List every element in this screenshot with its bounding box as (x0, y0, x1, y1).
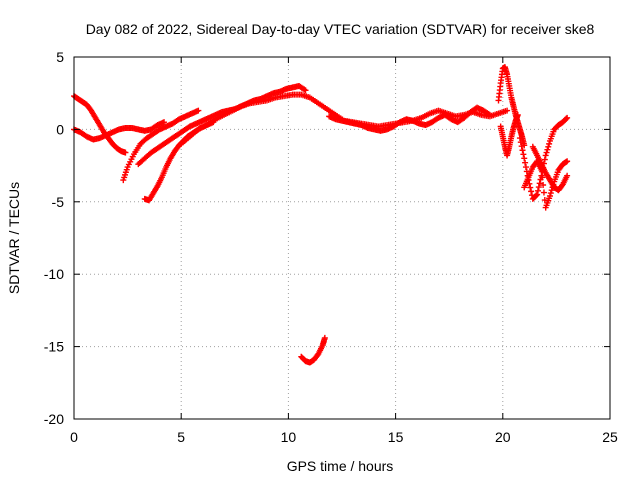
x-tick-label: 15 (388, 429, 404, 445)
data-point (563, 115, 570, 122)
data-point (301, 86, 308, 93)
data-point (504, 107, 511, 114)
data-point (539, 174, 546, 181)
data-point (542, 152, 549, 159)
x-tick-label: 10 (281, 429, 297, 445)
data-point (302, 87, 309, 94)
y-tick-label: 0 (56, 121, 64, 137)
series-track-3 (120, 107, 202, 184)
x-tick-label: 25 (602, 429, 618, 445)
data-point (195, 107, 202, 114)
data-point (534, 191, 541, 198)
data-point (544, 146, 551, 153)
data-point (514, 111, 521, 118)
y-axis-label: SDTVAR / TECUs (6, 182, 22, 294)
data-point (536, 180, 543, 187)
series-track-7 (326, 104, 493, 134)
data-point (564, 158, 571, 165)
data-point (122, 149, 129, 156)
data-point (564, 114, 571, 121)
data-point (521, 155, 528, 162)
data-point (543, 149, 550, 156)
data-point (520, 151, 527, 158)
x-tick-label: 5 (177, 429, 185, 445)
data-point (546, 140, 553, 147)
y-tick-label: 5 (56, 49, 64, 65)
y-tick-label: -20 (44, 411, 64, 427)
data-point (540, 189, 547, 196)
data-point (486, 111, 493, 118)
x-axis-label: GPS time / hours (287, 458, 394, 474)
data-point (321, 334, 328, 341)
series-track-12 (521, 158, 571, 211)
y-tick-label: -5 (52, 194, 65, 210)
series-track-8 (298, 334, 328, 366)
data-point (547, 190, 554, 197)
data-point (485, 111, 492, 118)
data-point (161, 119, 168, 126)
data-point (546, 193, 553, 200)
data-point (516, 135, 523, 142)
series-track-11 (516, 114, 571, 202)
data-point (517, 139, 524, 146)
data-point (533, 192, 540, 199)
y-tick-label: -15 (44, 339, 64, 355)
data-point (564, 172, 571, 179)
data-point (518, 143, 525, 150)
plot-frame (73, 56, 611, 420)
data-point (519, 147, 526, 154)
axis-ticks: 0 5 10 15 20 25 -20 -15 -10 -5 0 5 (44, 49, 618, 445)
data-point (527, 184, 534, 191)
series-track-1 (71, 93, 129, 156)
series-track-2 (71, 119, 168, 143)
series-track-13 (529, 143, 571, 194)
data-point (541, 156, 548, 163)
data-point (535, 184, 542, 191)
y-tick-label: -10 (44, 266, 64, 282)
x-tick-label: 20 (495, 429, 511, 445)
x-tick-label: 0 (70, 429, 78, 445)
data-point (545, 143, 552, 150)
chart-title: Day 082 of 2022, Sidereal Day-to-day VTE… (86, 21, 595, 37)
data-point (522, 159, 529, 166)
data-point (540, 182, 547, 189)
series-track-10 (497, 111, 521, 159)
data-point (534, 187, 541, 194)
data-point (528, 188, 535, 195)
data-marks (71, 64, 571, 366)
series-track-9 (495, 64, 528, 149)
grid-lines (74, 57, 610, 419)
data-point (522, 164, 529, 171)
